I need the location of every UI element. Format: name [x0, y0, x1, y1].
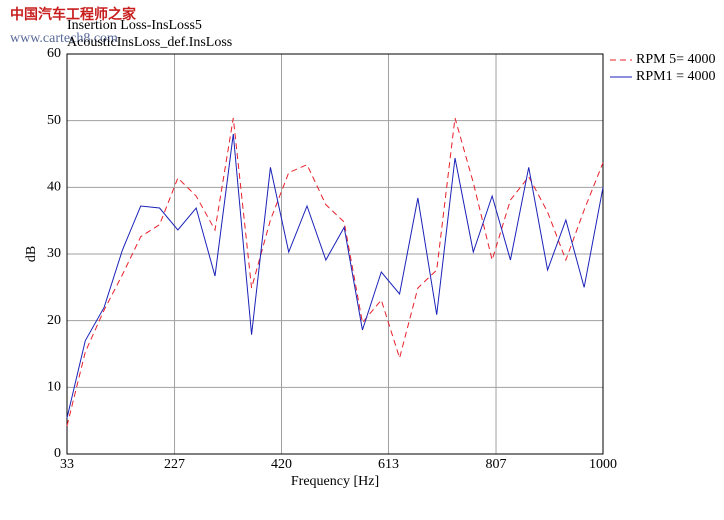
watermark-url: www.cartech8.com — [10, 31, 118, 46]
chart-subtitle: AcousticInsLoss_def.InsLoss — [67, 35, 232, 50]
series-line — [66, 117, 604, 427]
y-tick-label: 30 — [47, 246, 61, 261]
y-axis-label: dB — [24, 246, 39, 262]
legend-label: RPM1 = 4000 — [636, 69, 715, 84]
x-axis-label: Frequency [Hz] — [291, 474, 379, 489]
legend-label: RPM 5= 4000 — [636, 52, 715, 67]
x-tick-label: 227 — [164, 457, 185, 472]
x-tick-label: 1000 — [589, 457, 617, 472]
x-tick-label: 33 — [60, 457, 74, 472]
y-tick-label: 20 — [47, 313, 61, 328]
chart-title: Insertion Loss-InsLoss5 — [67, 18, 202, 33]
x-tick-label: 613 — [378, 457, 399, 472]
series-line — [66, 133, 604, 419]
y-tick-label: 60 — [47, 46, 61, 61]
y-tick-label: 50 — [47, 113, 61, 128]
plot-frame — [66, 53, 604, 455]
y-tick-label: 0 — [54, 446, 61, 461]
y-tick-label: 40 — [47, 180, 61, 195]
x-tick-label: 807 — [486, 457, 507, 472]
y-tick-label: 10 — [47, 380, 61, 395]
watermark: 中国汽车工程师之家 — [10, 6, 137, 23]
x-tick-label: 420 — [271, 457, 292, 472]
